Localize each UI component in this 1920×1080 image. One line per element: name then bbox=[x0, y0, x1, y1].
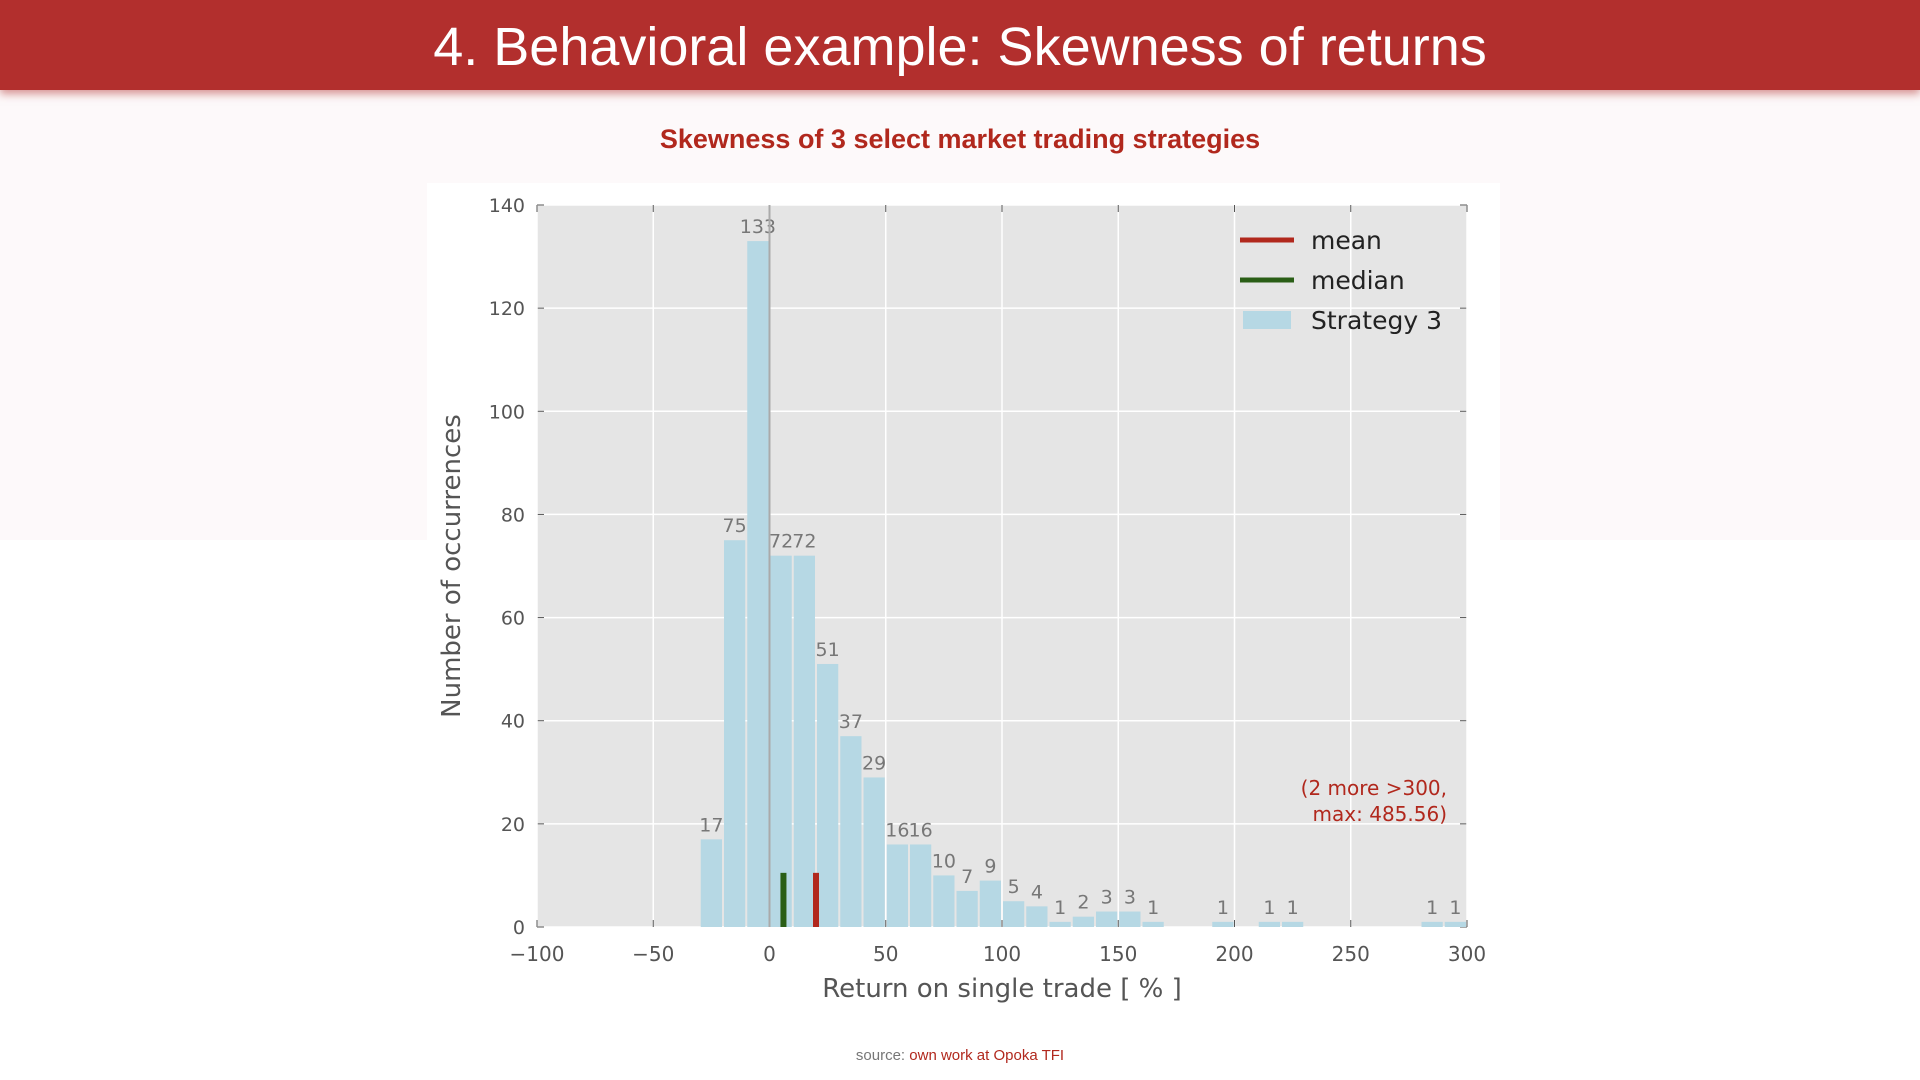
legend-label: Strategy 3 bbox=[1311, 306, 1442, 335]
legend-swatch-strategy-3 bbox=[1243, 311, 1291, 329]
x-tick-label: 100 bbox=[983, 942, 1021, 966]
bar-value-label: 3 bbox=[1101, 887, 1113, 909]
histogram-bar bbox=[1212, 921, 1234, 927]
histogram-bar bbox=[793, 555, 815, 927]
histogram-bar bbox=[1119, 911, 1141, 927]
histogram-bar bbox=[1003, 901, 1025, 927]
bar-value-label: 133 bbox=[740, 216, 776, 238]
bar-value-label: 3 bbox=[1124, 887, 1136, 909]
histogram-bar bbox=[863, 777, 885, 927]
legend-label: median bbox=[1311, 266, 1405, 295]
x-tick-label: −100 bbox=[510, 942, 565, 966]
histogram-bar bbox=[817, 663, 839, 927]
bar-value-label: 9 bbox=[984, 856, 996, 878]
bar-value-label: 72 bbox=[769, 531, 793, 553]
histogram-bar bbox=[956, 890, 978, 927]
slide-header: 4. Behavioral example: Skewness of retur… bbox=[0, 0, 1920, 90]
annotation-text: max: 485.56) bbox=[1313, 802, 1447, 826]
histogram-bar bbox=[1049, 921, 1071, 927]
y-tick-label: 120 bbox=[489, 298, 525, 320]
bar-value-label: 2 bbox=[1077, 892, 1089, 914]
bar-value-label: 72 bbox=[792, 531, 816, 553]
histogram-bar bbox=[933, 875, 955, 927]
y-tick-label: 40 bbox=[501, 711, 525, 733]
bar-value-label: 17 bbox=[699, 814, 723, 836]
histogram-bar bbox=[910, 844, 932, 927]
x-tick-label: 0 bbox=[763, 942, 776, 966]
y-tick-label: 20 bbox=[501, 814, 525, 836]
histogram-bar bbox=[1444, 921, 1466, 927]
bar-value-label: 5 bbox=[1008, 876, 1020, 898]
bar-value-label: 51 bbox=[816, 639, 840, 661]
histogram-bar bbox=[1282, 921, 1304, 927]
bar-value-label: 16 bbox=[909, 819, 933, 841]
histogram-bar bbox=[747, 241, 769, 928]
bar-value-label: 10 bbox=[932, 850, 956, 872]
histogram-bar bbox=[1421, 921, 1443, 927]
x-tick-label: −50 bbox=[632, 942, 674, 966]
histogram-bar bbox=[700, 839, 722, 927]
histogram-bar bbox=[1026, 906, 1048, 927]
x-tick-label: 300 bbox=[1448, 942, 1486, 966]
y-tick-label: 140 bbox=[489, 195, 525, 217]
bar-value-label: 1 bbox=[1449, 897, 1461, 919]
x-tick-label: 50 bbox=[873, 942, 898, 966]
bar-value-label: 16 bbox=[885, 819, 909, 841]
histogram-bar bbox=[770, 555, 792, 927]
legend-label: mean bbox=[1311, 226, 1382, 255]
median-marker bbox=[780, 872, 787, 927]
x-tick-label: 200 bbox=[1215, 942, 1253, 966]
y-axis-label: Number of occurrences bbox=[437, 414, 467, 718]
y-tick-label: 80 bbox=[501, 504, 525, 526]
x-axis-label: Return on single trade [ % ] bbox=[822, 974, 1182, 1004]
x-tick-label: 250 bbox=[1332, 942, 1370, 966]
annotation-text: (2 more >300, bbox=[1301, 776, 1447, 800]
bar-value-label: 29 bbox=[862, 752, 886, 774]
histogram-bar bbox=[1096, 911, 1118, 927]
source-note: source: own work at Opoka TFI bbox=[0, 1047, 1920, 1064]
histogram-bar bbox=[1142, 921, 1164, 927]
histogram-bar bbox=[1072, 916, 1094, 927]
y-tick-label: 100 bbox=[489, 401, 525, 423]
bar-value-label: 75 bbox=[723, 515, 747, 537]
source-link[interactable]: own work at Opoka TFI bbox=[909, 1047, 1065, 1064]
histogram-bar bbox=[886, 844, 908, 927]
bar-value-label: 1 bbox=[1147, 897, 1159, 919]
bar-value-label: 1 bbox=[1054, 897, 1066, 919]
bar-value-label: 1 bbox=[1263, 897, 1275, 919]
y-tick-label: 60 bbox=[501, 608, 525, 630]
bar-value-label: 1 bbox=[1217, 897, 1229, 919]
mean-marker bbox=[813, 872, 819, 927]
histogram-bar bbox=[724, 540, 746, 927]
bar-value-label: 1 bbox=[1287, 897, 1299, 919]
histogram-bar bbox=[979, 880, 1001, 927]
bar-value-label: 4 bbox=[1031, 881, 1043, 903]
chart-subtitle: Skewness of 3 select market trading stra… bbox=[659, 124, 1261, 154]
source-label: source: bbox=[855, 1047, 906, 1064]
slide-title: 4. Behavioral example: Skewness of retur… bbox=[433, 17, 1487, 77]
x-tick-label: 150 bbox=[1099, 942, 1137, 966]
bar-value-label: 1 bbox=[1426, 897, 1438, 919]
bar-value-label: 37 bbox=[839, 711, 863, 733]
histogram-bar bbox=[840, 736, 862, 927]
y-tick-label: 0 bbox=[513, 917, 525, 939]
histogram-bar bbox=[1258, 921, 1280, 927]
bar-value-label: 7 bbox=[961, 866, 973, 888]
